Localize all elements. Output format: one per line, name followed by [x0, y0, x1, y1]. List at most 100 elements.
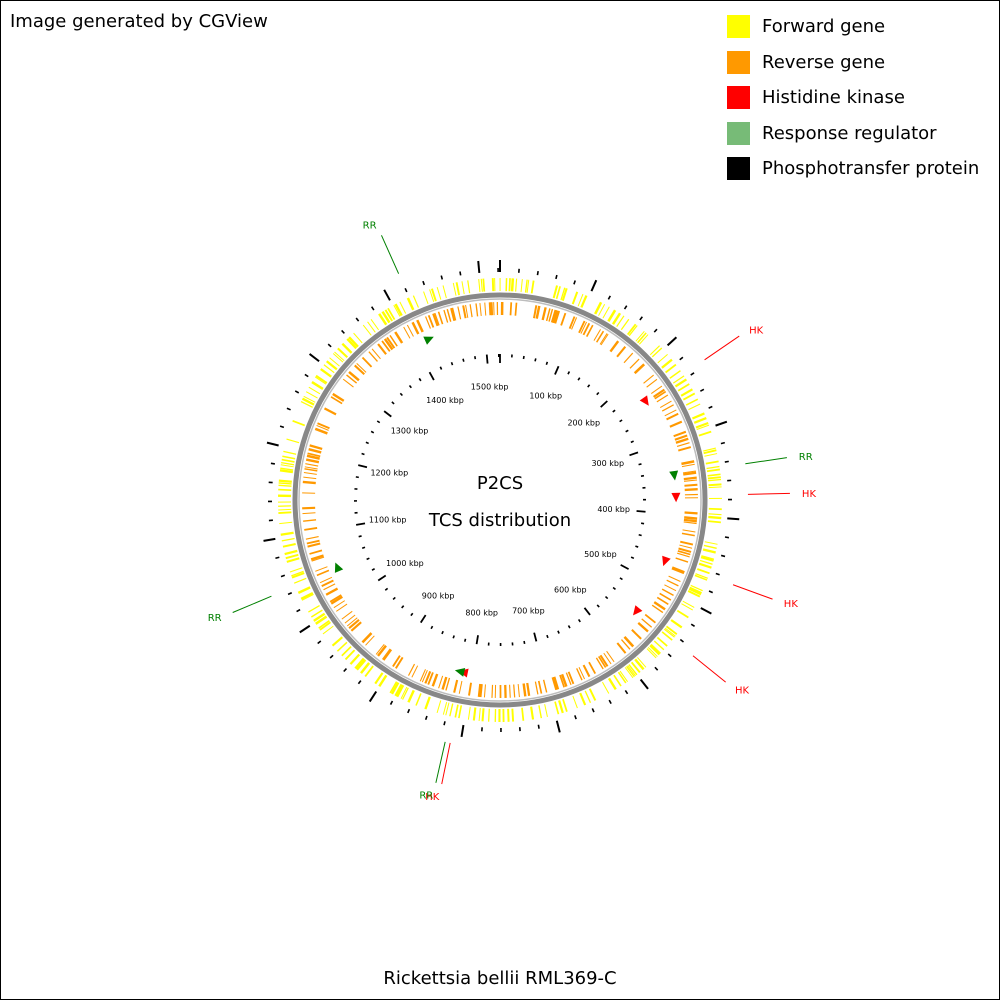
reverse-gene	[427, 314, 435, 328]
forward-gene	[689, 586, 702, 594]
forward-gene	[693, 416, 707, 424]
reverse-gene	[303, 472, 317, 475]
forward-gene	[331, 636, 344, 647]
forward-gene	[657, 354, 668, 364]
reverse-gene	[684, 511, 698, 515]
forward-gene	[707, 476, 721, 480]
forward-gene	[680, 388, 693, 397]
tick-label: 1000 kbp	[386, 559, 424, 568]
reverse-gene	[683, 521, 697, 525]
tick-label: 200 kbp	[567, 419, 600, 428]
reverse-gene	[305, 536, 319, 540]
reverse-gene	[673, 430, 687, 438]
callout-line	[732, 584, 773, 600]
reverse-gene	[316, 569, 330, 577]
reverse-gene	[416, 319, 424, 333]
reverse-gene	[386, 336, 396, 349]
reverse-gene	[330, 396, 343, 405]
reverse-gene	[545, 308, 551, 322]
reverse-gene	[600, 333, 609, 346]
forward-gene	[701, 555, 715, 560]
reverse-gene	[434, 312, 440, 326]
reverse-gene	[548, 308, 554, 322]
forward-gene	[699, 559, 713, 565]
forward-gene	[656, 636, 668, 647]
forward-gene	[332, 353, 344, 363]
reverse-gene	[666, 579, 679, 587]
reverse-gene	[304, 527, 318, 531]
forward-gene	[674, 378, 688, 388]
reverse-gene	[559, 674, 565, 688]
reverse-gene	[319, 576, 333, 584]
inner-minor-tick	[464, 638, 467, 642]
inner-minor-tick	[399, 392, 403, 397]
forward-gene	[616, 315, 625, 327]
inner-major-tick	[419, 614, 427, 624]
reverse-gene	[350, 621, 362, 632]
reverse-gene	[376, 644, 387, 657]
forward-gene	[682, 392, 696, 401]
outer-minor-tick	[329, 654, 334, 659]
inner-tick-marks	[353, 353, 647, 647]
outer-minor-tick	[275, 556, 280, 560]
callout-line	[232, 595, 272, 613]
reverse-gene	[406, 324, 414, 337]
reverse-gene	[411, 665, 419, 678]
reverse-gene	[307, 452, 321, 458]
forward-gene	[698, 430, 712, 437]
callout-line	[745, 457, 787, 465]
forward-gene	[292, 419, 306, 427]
reverse-gene	[679, 544, 693, 549]
forward-gene	[482, 278, 486, 292]
callout-line	[435, 741, 446, 783]
inner-minor-tick	[384, 587, 389, 591]
reverse-gene	[598, 656, 607, 668]
outer-major-tick	[477, 260, 481, 274]
forward-gene	[649, 644, 661, 656]
inner-minor-tick	[462, 358, 465, 362]
reverse-gene	[488, 302, 492, 316]
inner-minor-tick	[366, 557, 370, 561]
reverse-gene	[421, 669, 428, 683]
forward-gene	[607, 309, 617, 322]
forward-gene	[619, 670, 628, 682]
inner-minor-tick	[596, 391, 600, 396]
reverse-gene	[491, 684, 494, 698]
reverse-gene	[669, 420, 683, 428]
reverse-gene	[623, 352, 634, 364]
reverse-gene	[588, 661, 597, 674]
forward-gene	[281, 537, 295, 542]
forward-gene	[521, 707, 525, 721]
outer-minor-tick	[424, 715, 428, 721]
reverse-gene	[568, 316, 576, 329]
inner-minor-tick	[534, 358, 537, 362]
forward-gene	[329, 357, 340, 367]
outer-minor-tick	[623, 305, 628, 310]
outer-minor-tick	[443, 721, 446, 726]
outer-minor-tick	[404, 287, 408, 293]
forward-gene	[301, 594, 314, 601]
reverse-gene	[682, 529, 696, 533]
reverse-gene	[620, 639, 631, 650]
forward-gene	[390, 681, 400, 695]
reverse-gene	[333, 600, 346, 609]
inner-minor-tick	[612, 586, 616, 590]
reverse-gene	[437, 311, 444, 325]
legend-label-phosphotransfer-protein: Phosphotransfer protein	[762, 158, 980, 180]
outer-minor-tick	[422, 280, 426, 286]
forward-gene	[665, 625, 678, 635]
center-title: P2CS	[477, 473, 523, 494]
reverse-gene	[446, 308, 452, 322]
forward-gene	[348, 336, 359, 348]
reverse-gene	[681, 463, 695, 468]
forward-gene	[402, 687, 409, 700]
genome-caption: Rickettsia bellii RML369-C	[383, 968, 617, 989]
inner-major-tick	[583, 607, 591, 616]
forward-gene	[396, 684, 405, 698]
forward-gene	[677, 383, 690, 392]
reverse-gene	[336, 603, 348, 612]
outer-minor-tick	[639, 316, 643, 321]
forward-gene	[344, 649, 356, 661]
reverse-gene	[484, 302, 487, 316]
forward-gene	[320, 368, 332, 378]
